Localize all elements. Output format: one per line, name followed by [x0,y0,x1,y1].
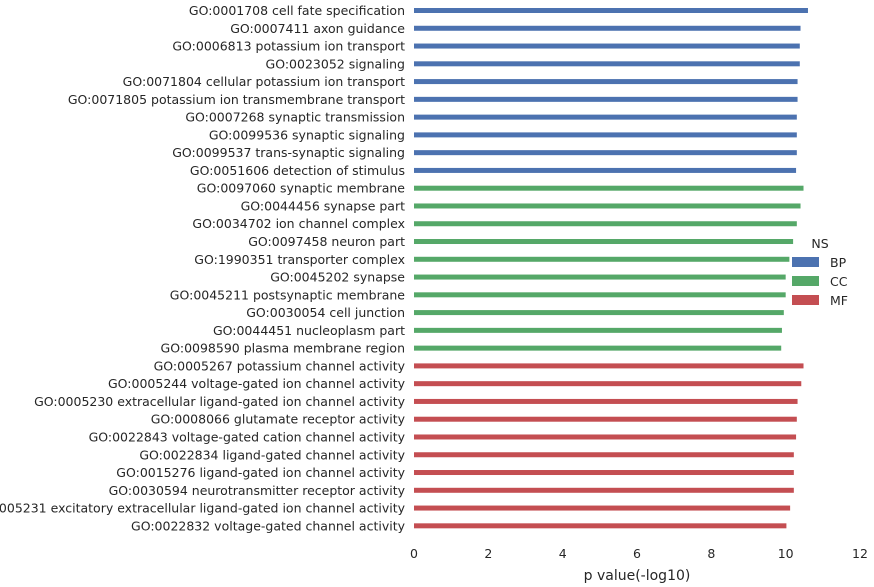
legend-label: BP [830,255,847,270]
bar [414,25,801,31]
category-label: GO:0001708 cell fate specification [189,3,405,18]
legend-swatch [792,295,819,305]
bar [414,96,798,102]
category-label: GO:0099536 synaptic signaling [209,127,405,142]
bar [414,221,797,227]
x-tick-label: 0 [410,546,418,561]
bar [414,505,791,511]
bar [414,381,802,387]
bar [414,310,784,316]
legend: NS BP CC MF [792,236,848,308]
bar [414,8,808,13]
category-label: GO:0015276 ligand-gated ion channel acti… [116,465,405,480]
category-label: GO:0097060 synaptic membrane [197,181,406,196]
bar [414,487,794,493]
category-label: GO:0006813 potassium ion transport [172,39,405,54]
legend-swatch [792,276,819,286]
category-label: GO:0051606 detection of stimulus [190,163,405,178]
bar [414,452,794,458]
category-label: GO:0098590 plasma membrane region [161,341,405,356]
bar [414,398,798,404]
bars-layer [414,8,808,529]
x-tick-label: 10 [778,546,794,561]
category-label: GO:0023052 signaling [266,56,405,71]
legend-label: MF [830,293,848,308]
x-tick-label: 12 [852,546,868,561]
bar [414,132,797,138]
bar [414,79,798,85]
bar [414,470,794,476]
bar [414,416,797,422]
category-label: GO:0005267 potassium channel activity [154,358,406,373]
x-tick-label: 2 [484,546,492,561]
bar [414,150,797,156]
category-label: GO:0005231 excitatory extracellular liga… [0,501,406,516]
category-label: GO:0045202 synapse [270,270,405,285]
category-label: GO:0022832 voltage-gated channel activit… [131,518,406,533]
bar [414,345,782,351]
category-label: GO:0007411 axon guidance [230,21,405,36]
category-label: GO:0030594 neurotransmitter receptor act… [109,483,406,498]
bar [414,256,790,262]
category-label: GO:0022834 ligand-gated channel activity [139,447,405,462]
category-label: GO:0030054 cell junction [246,305,405,320]
category-label: GO:0045211 postsynaptic membrane [170,287,406,302]
bar [414,363,804,369]
bar [414,292,786,298]
bar [414,167,797,173]
category-label: GO:0008066 glutamate receptor activity [151,412,406,427]
category-label: GO:0099537 trans-synaptic signaling [172,145,405,160]
x-axis-title: p value(-log10) [584,568,691,584]
category-label: GO:0005230 extracellular ligand-gated io… [34,394,406,409]
category-label: GO:0071804 cellular potassium ion transp… [123,74,405,89]
bar [414,434,797,440]
category-label: GO:1990351 transporter complex [194,252,405,267]
bar [414,203,801,209]
bar [414,239,794,245]
category-labels: GO:0001708 cell fate specification GO:000… [0,3,406,533]
category-label: GO:0097458 neuron part [248,234,405,249]
x-tick-label: 8 [707,546,715,561]
category-label: GO:0007268 synaptic transmission [185,110,405,125]
x-tick-label: 6 [633,546,641,561]
bar [414,43,800,49]
legend-swatch [792,257,819,267]
category-label: GO:0044456 synapse part [241,198,405,213]
category-label: GO:0022843 voltage-gated cation channel … [89,429,406,444]
x-tick-label: 4 [559,546,567,561]
category-label: GO:0005244 voltage-gated ion channel act… [108,376,406,391]
bar [414,523,787,529]
bar [414,327,782,333]
bar [414,274,786,280]
x-axis: 0 2 4 6 8 10 12 [410,546,868,561]
category-label: GO:0071805 potassium ion transmembrane t… [68,92,405,107]
category-label: GO:0044451 nucleoplasm part [213,323,405,338]
bar [414,185,804,191]
legend-label: CC [830,274,848,289]
bar [414,61,800,67]
category-label: GO:0034702 ion channel complex [192,216,405,231]
bar [414,114,797,120]
legend-title: NS [811,236,828,251]
